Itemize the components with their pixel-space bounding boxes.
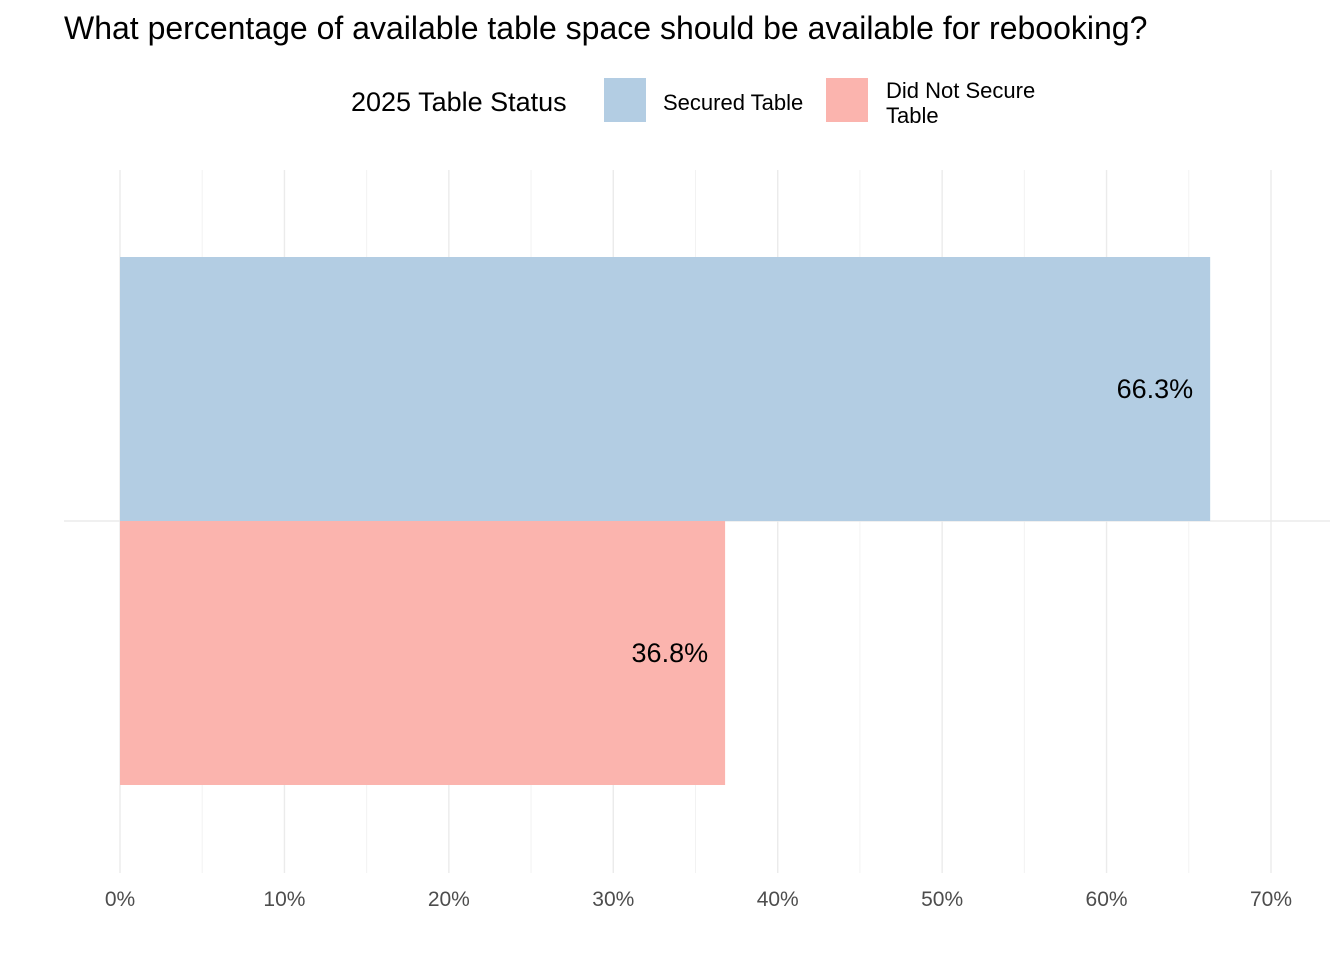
data-label: 36.8% bbox=[632, 638, 709, 668]
x-tick-label: 50% bbox=[921, 888, 963, 911]
x-tick-label: 0% bbox=[105, 888, 135, 911]
legend-title: 2025 Table Status bbox=[351, 87, 567, 117]
data-label: 66.3% bbox=[1117, 374, 1194, 404]
x-tick-label: 40% bbox=[757, 888, 799, 911]
x-tick-label: 70% bbox=[1250, 888, 1292, 911]
x-tick-label: 60% bbox=[1086, 888, 1128, 911]
legend-swatch-not-secured bbox=[826, 78, 868, 122]
chart-title: What percentage of available table space… bbox=[64, 10, 1148, 46]
x-tick-label: 10% bbox=[263, 888, 305, 911]
x-tick-label: 20% bbox=[428, 888, 470, 911]
bar-did-not-secure-table bbox=[120, 521, 726, 785]
legend-swatch-secured bbox=[604, 78, 646, 122]
x-tick-label: 30% bbox=[592, 888, 634, 911]
legend-label-secured: Secured Table bbox=[663, 90, 804, 115]
legend-label-not-secured: Did Not Secure Table bbox=[886, 78, 1036, 128]
bar-secured-table bbox=[120, 257, 1211, 521]
